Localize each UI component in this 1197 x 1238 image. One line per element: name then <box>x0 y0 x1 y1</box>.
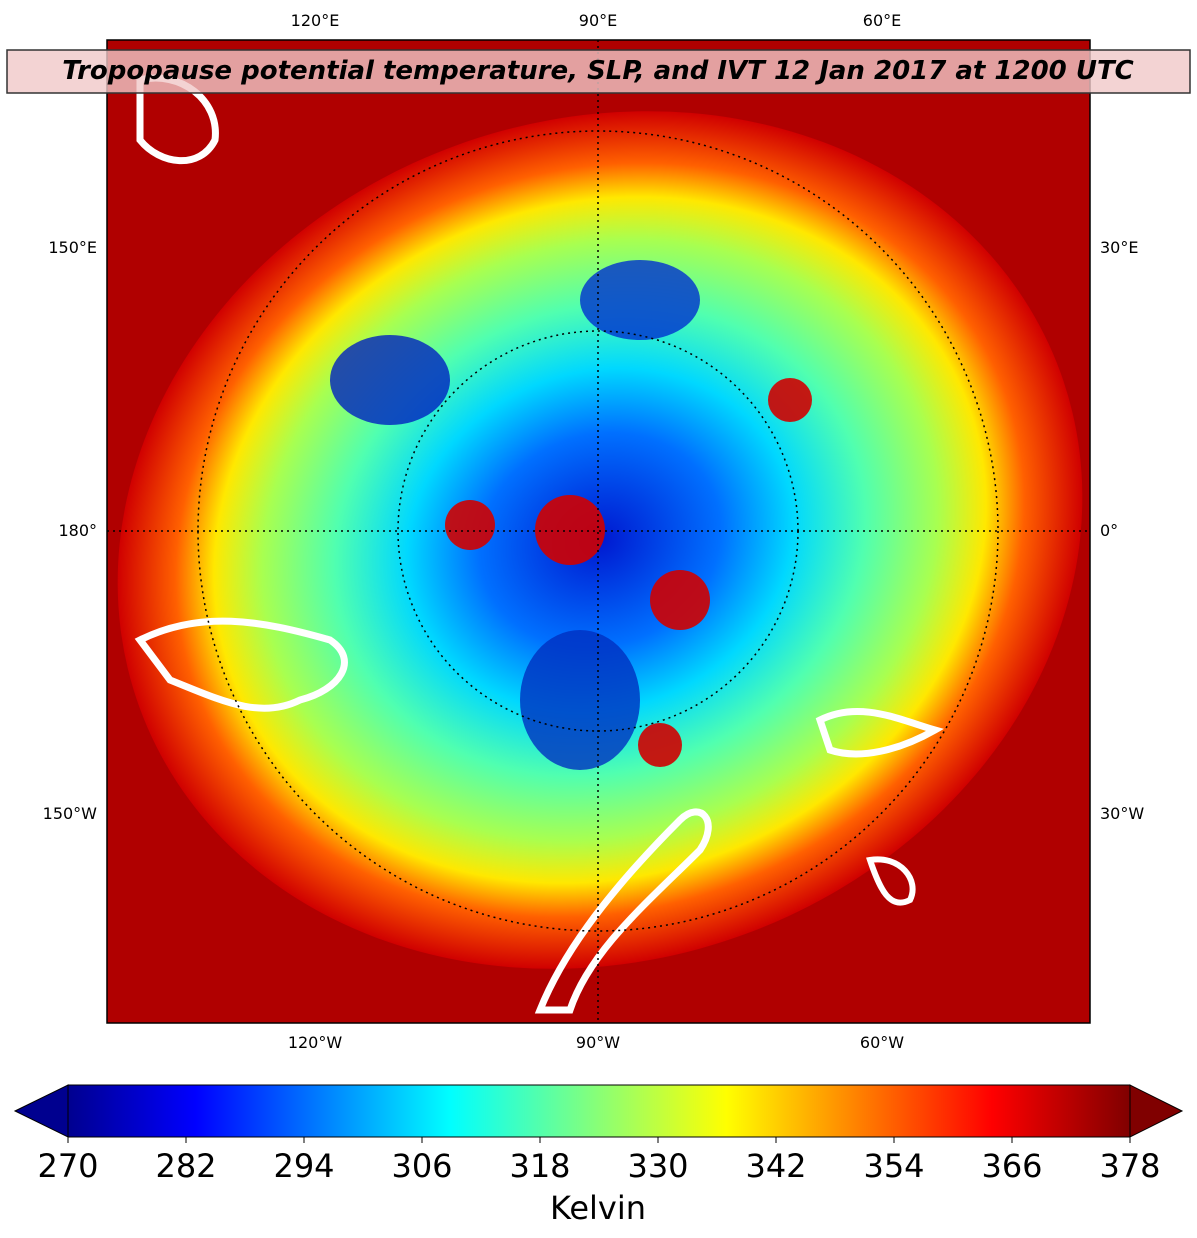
lon-label: 0° <box>1100 521 1118 540</box>
tick-label: 270 <box>37 1147 98 1185</box>
tick-label: 354 <box>863 1147 924 1185</box>
tick-label: 378 <box>1099 1147 1160 1185</box>
lon-label: 180° <box>58 521 97 540</box>
lon-label: 120°W <box>288 1033 343 1052</box>
lon-label: 60°W <box>860 1033 904 1052</box>
tick-label: 342 <box>745 1147 806 1185</box>
map <box>107 40 1090 1023</box>
title-box <box>6 49 1191 94</box>
tick-label: 318 <box>509 1147 570 1185</box>
tick-label: 294 <box>273 1147 334 1185</box>
lon-label: 120°E <box>291 11 340 30</box>
lon-label: 150°E <box>48 238 97 257</box>
tick-label: 366 <box>981 1147 1042 1185</box>
colorbar <box>13 1084 1184 1138</box>
tick-label: 306 <box>391 1147 452 1185</box>
tick-label: 330 <box>627 1147 688 1185</box>
lon-label: 150°W <box>43 804 98 823</box>
lon-label: 60°E <box>863 11 901 30</box>
lon-label: 90°E <box>579 11 617 30</box>
map-frame <box>106 39 1091 1024</box>
lon-label: 30°E <box>1100 238 1138 257</box>
lon-label: 90°W <box>576 1033 620 1052</box>
lon-label: 30°W <box>1100 804 1144 823</box>
tick-label: 282 <box>155 1147 216 1185</box>
colorbar-label: Kelvin <box>550 1189 646 1227</box>
title: Tropopause potential temperature, SLP, a… <box>62 56 1134 86</box>
